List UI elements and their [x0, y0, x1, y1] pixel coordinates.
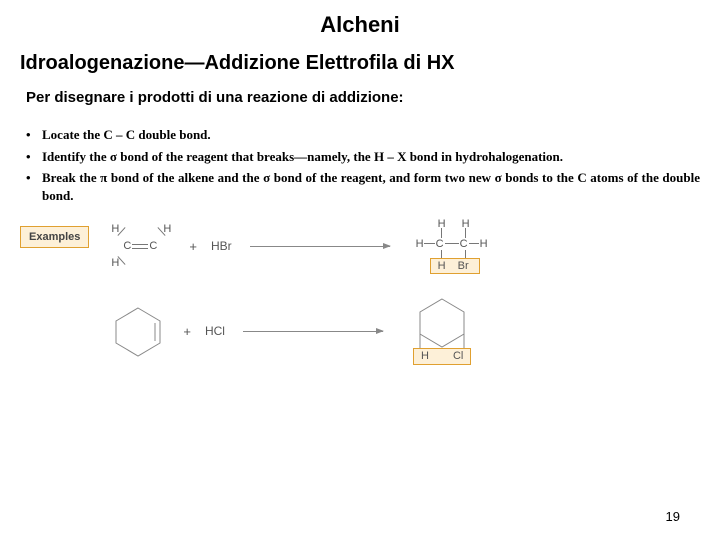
bond-line: [424, 243, 435, 244]
reaction-arrow: [243, 331, 383, 332]
plus-sign: +: [183, 324, 191, 339]
page-number: 19: [666, 509, 680, 524]
bullet-list: Locate the C – C double bond. Identify t…: [26, 126, 700, 204]
reactions-container: H H H C C + HBr H H H C C H: [107, 218, 700, 388]
atom-h: H: [111, 257, 119, 269]
reagent-hbr: HBr: [211, 239, 232, 253]
bond-line: [132, 244, 148, 245]
hexagon-icon: [107, 303, 169, 359]
atom-c: C: [123, 240, 131, 252]
reaction-2: + HCl H Cl: [107, 296, 700, 366]
atom-c: C: [460, 238, 468, 250]
bullet-item: Identify the σ bond of the reagent that …: [26, 148, 700, 166]
atom-c: C: [149, 240, 157, 252]
bond-line: [465, 228, 466, 238]
bond-line: [441, 228, 442, 238]
atom-h-added: H: [438, 260, 446, 272]
page-title: Alcheni: [20, 12, 700, 38]
instruction-text: Per disegnare i prodotti di una reazione…: [26, 89, 700, 106]
atom-h: H: [416, 238, 424, 250]
cyclohexene-structure: [107, 303, 169, 359]
atom-c: C: [436, 238, 444, 250]
examples-badge: Examples: [20, 226, 89, 248]
bromoethane-structure: H H H C C H H Br: [414, 218, 500, 274]
reaction-1: H H H C C + HBr H H H C C H: [107, 218, 700, 274]
atom-cl-added: Cl: [453, 350, 463, 362]
atom-h: H: [480, 238, 488, 250]
bond-line: [132, 248, 148, 249]
reaction-arrow: [250, 246, 390, 247]
atom-h-added: H: [421, 350, 429, 362]
ethene-structure: H H H C C: [107, 221, 175, 271]
chlorocyclohexane-structure: H Cl: [407, 296, 481, 366]
bond-line: [445, 243, 459, 244]
section-subtitle: Idroalogenazione—Addizione Elettrofila d…: [20, 52, 700, 75]
bullet-item: Break the π bond of the alkene and the σ…: [26, 169, 700, 204]
atom-br-added: Br: [458, 260, 469, 272]
bullet-item: Locate the C – C double bond.: [26, 126, 700, 144]
plus-sign: +: [189, 239, 197, 254]
bond-line: [469, 243, 479, 244]
examples-section: Examples H H H C C + HBr H H H C: [20, 218, 700, 388]
hexagon-icon: [407, 296, 481, 352]
reagent-hcl: HCl: [205, 324, 225, 338]
